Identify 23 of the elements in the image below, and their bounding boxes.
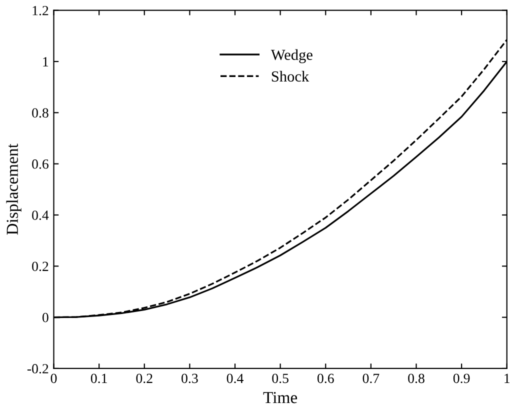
x-axis-title: Time — [263, 392, 298, 404]
y-tick-label: 0.4 — [32, 210, 49, 220]
x-tick-label: 0.3 — [182, 374, 198, 384]
y-tick-label: -0.2 — [27, 364, 48, 374]
y-tick-label: 0.6 — [32, 159, 48, 169]
y-tick-label: 0 — [42, 312, 48, 322]
x-tick-label: 0.8 — [408, 374, 424, 384]
y-tick-label: 0.2 — [32, 262, 48, 272]
x-tick-label: 1 — [504, 374, 510, 383]
x-tick-label: 0.4 — [226, 374, 244, 384]
legend-label: Wedge — [270, 49, 312, 64]
y-tick-label: 1 — [43, 57, 48, 66]
x-tick-label: 0.2 — [136, 374, 152, 384]
legend-label: Shock — [272, 70, 310, 82]
x-tick-label: 0.1 — [90, 374, 107, 384]
y-tick-label: 0.8 — [32, 108, 48, 118]
x-tick-label: 0.6 — [317, 374, 334, 384]
y-axis-title: Displacement — [6, 144, 22, 235]
x-tick-label: 0.7 — [362, 374, 380, 384]
x-tick-label: 0.5 — [272, 374, 288, 384]
x-tick-label: 0 — [50, 374, 57, 384]
y-tick-label: 1.2 — [32, 6, 48, 16]
x-tick-label: 0.9 — [453, 374, 470, 384]
